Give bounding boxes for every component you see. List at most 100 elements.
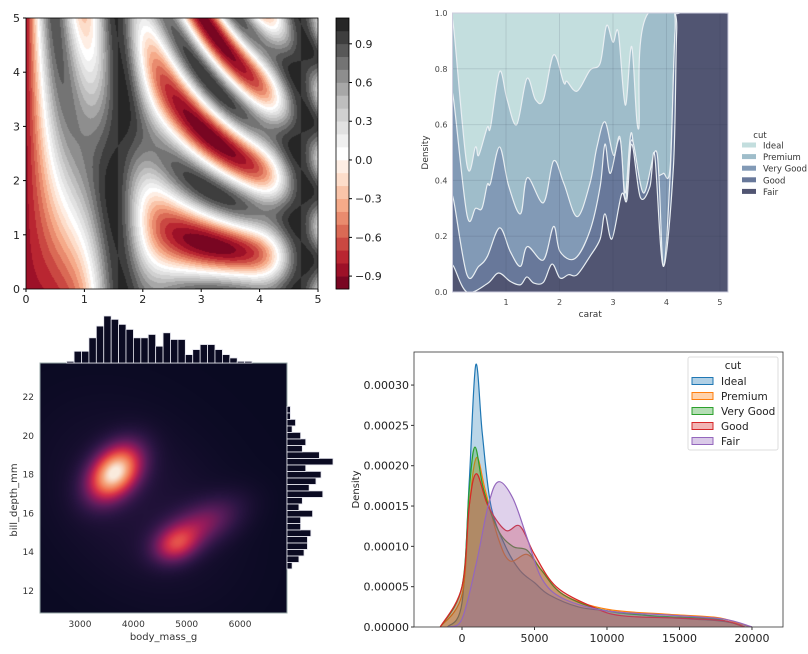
colorbar-band bbox=[336, 43, 349, 58]
colorbar-band bbox=[336, 250, 349, 264]
y-tick-label: 14 bbox=[23, 548, 35, 558]
y-tick-label: 0.00030 bbox=[364, 379, 410, 392]
histogram-bar bbox=[214, 349, 223, 364]
y-tick-label: 12 bbox=[23, 587, 34, 597]
legend-swatch bbox=[742, 142, 756, 148]
tick-label-bg bbox=[363, 539, 411, 553]
legend-label: Very Good bbox=[721, 406, 775, 418]
colorbar-tick-label: 0.0 bbox=[355, 154, 373, 167]
y-tick-label: 0.00005 bbox=[364, 581, 410, 594]
x-tick-label: 3 bbox=[198, 293, 205, 306]
boundary-line-fair bbox=[452, 13, 728, 292]
colorbar-band bbox=[336, 121, 349, 135]
legend-swatch bbox=[691, 407, 714, 415]
colorbar-band bbox=[336, 185, 349, 199]
legend-label: Good bbox=[763, 176, 785, 186]
histogram-bar bbox=[88, 337, 97, 364]
legend-item: Fair bbox=[691, 436, 740, 448]
y-tick-label: 16 bbox=[23, 509, 35, 519]
x-tick-label: 4 bbox=[256, 293, 263, 306]
colorbar-tick-label: 0.9 bbox=[355, 38, 373, 51]
y-tick-label: 0.00015 bbox=[364, 500, 410, 513]
y-tick-label: 0.0 bbox=[435, 288, 448, 297]
colorbar-frame bbox=[335, 17, 350, 290]
kde-group bbox=[439, 363, 753, 627]
stacked-area-group bbox=[452, 13, 728, 292]
tick-label-bg bbox=[363, 499, 411, 513]
tick-label-bg bbox=[363, 418, 411, 432]
histogram-bar bbox=[103, 315, 112, 364]
x-tick-label: 0 bbox=[458, 632, 465, 645]
legend-item: Ideal bbox=[742, 142, 784, 152]
histogram-bar bbox=[286, 444, 303, 453]
colorbar-band bbox=[336, 159, 349, 174]
legend-swatch bbox=[742, 188, 756, 194]
legend-item: Very Good bbox=[691, 406, 775, 418]
colorbar-band bbox=[336, 95, 349, 109]
x-tick-label: 5 bbox=[717, 298, 722, 307]
y-tick-label: 0 bbox=[13, 283, 20, 296]
histogram-bar bbox=[118, 323, 127, 364]
legend-title: cut bbox=[753, 131, 767, 141]
histogram-bar bbox=[286, 484, 310, 492]
histogram-bar bbox=[95, 325, 105, 364]
colorbar-band bbox=[336, 237, 349, 251]
legend-item: Fair bbox=[742, 188, 779, 198]
y-tick-label: 1 bbox=[13, 229, 20, 242]
histogram-bar bbox=[229, 357, 238, 364]
x-tick-label: 1 bbox=[503, 298, 508, 307]
legend-label: Premium bbox=[721, 391, 768, 403]
x-tick-label: 0 bbox=[23, 293, 30, 306]
kde-line-very-good bbox=[439, 446, 745, 627]
histogram-bar bbox=[286, 523, 302, 531]
y-tick-label: 20 bbox=[23, 432, 35, 442]
legend-item: Good bbox=[691, 421, 749, 433]
histogram-bar bbox=[184, 354, 194, 364]
y-tick-label: 0.8 bbox=[435, 65, 448, 74]
colorbar-band bbox=[336, 147, 349, 161]
legend: cut Ideal Premium Very Good Good Fair bbox=[687, 356, 779, 451]
marginal-histogram-x bbox=[66, 315, 253, 364]
legend-label: Very Good bbox=[763, 165, 807, 175]
histogram-bar bbox=[286, 510, 313, 518]
legend-item: Very Good bbox=[742, 165, 807, 175]
y-tick-label: 1.0 bbox=[435, 9, 448, 18]
legend-box bbox=[687, 356, 779, 451]
colorbar-band bbox=[336, 69, 349, 83]
histogram-bar bbox=[155, 345, 164, 364]
boundary-line-premium bbox=[452, 13, 728, 172]
colorbar-tick-label: −0.9 bbox=[355, 270, 382, 283]
tick-label-bg bbox=[363, 579, 411, 593]
colorbar-band bbox=[336, 172, 349, 187]
colorbar-tick-label: 0.6 bbox=[355, 77, 373, 90]
histogram-bar bbox=[286, 490, 324, 498]
histogram-bar bbox=[170, 339, 179, 364]
y-tick-label: 0.00020 bbox=[364, 460, 410, 473]
tick-label-bg bbox=[363, 458, 411, 472]
y-tick-label: 0.4 bbox=[435, 176, 448, 185]
y-tick-label: 0.6 bbox=[435, 121, 448, 130]
histogram-bar bbox=[286, 471, 322, 479]
legend-item: Premium bbox=[742, 153, 801, 163]
legend-item: Premium bbox=[691, 391, 768, 403]
histogram-bar bbox=[286, 451, 320, 459]
colorbar-tick-label: −0.6 bbox=[355, 231, 382, 244]
x-tick-label: 4 bbox=[664, 298, 669, 307]
x-tick-label: 4000 bbox=[122, 620, 145, 630]
legend-title: cut bbox=[725, 360, 742, 372]
kde-line-fair bbox=[447, 481, 753, 627]
histogram-bar bbox=[66, 360, 75, 364]
x-tick-label: 5000 bbox=[520, 632, 548, 645]
histogram-bar bbox=[286, 529, 312, 537]
y-tick-label: 4 bbox=[13, 66, 20, 79]
x-axis-label: carat bbox=[579, 310, 603, 320]
histogram-bar bbox=[244, 360, 253, 364]
contour-axes-frame bbox=[25, 17, 319, 290]
marginal-histogram-y bbox=[286, 405, 334, 570]
x-tick-label: 3000 bbox=[69, 620, 92, 630]
x-tick-label: 1 bbox=[81, 293, 88, 306]
x-tick-label: 10000 bbox=[589, 632, 624, 645]
colorbar-band bbox=[336, 224, 349, 238]
axes-frame bbox=[452, 12, 729, 293]
